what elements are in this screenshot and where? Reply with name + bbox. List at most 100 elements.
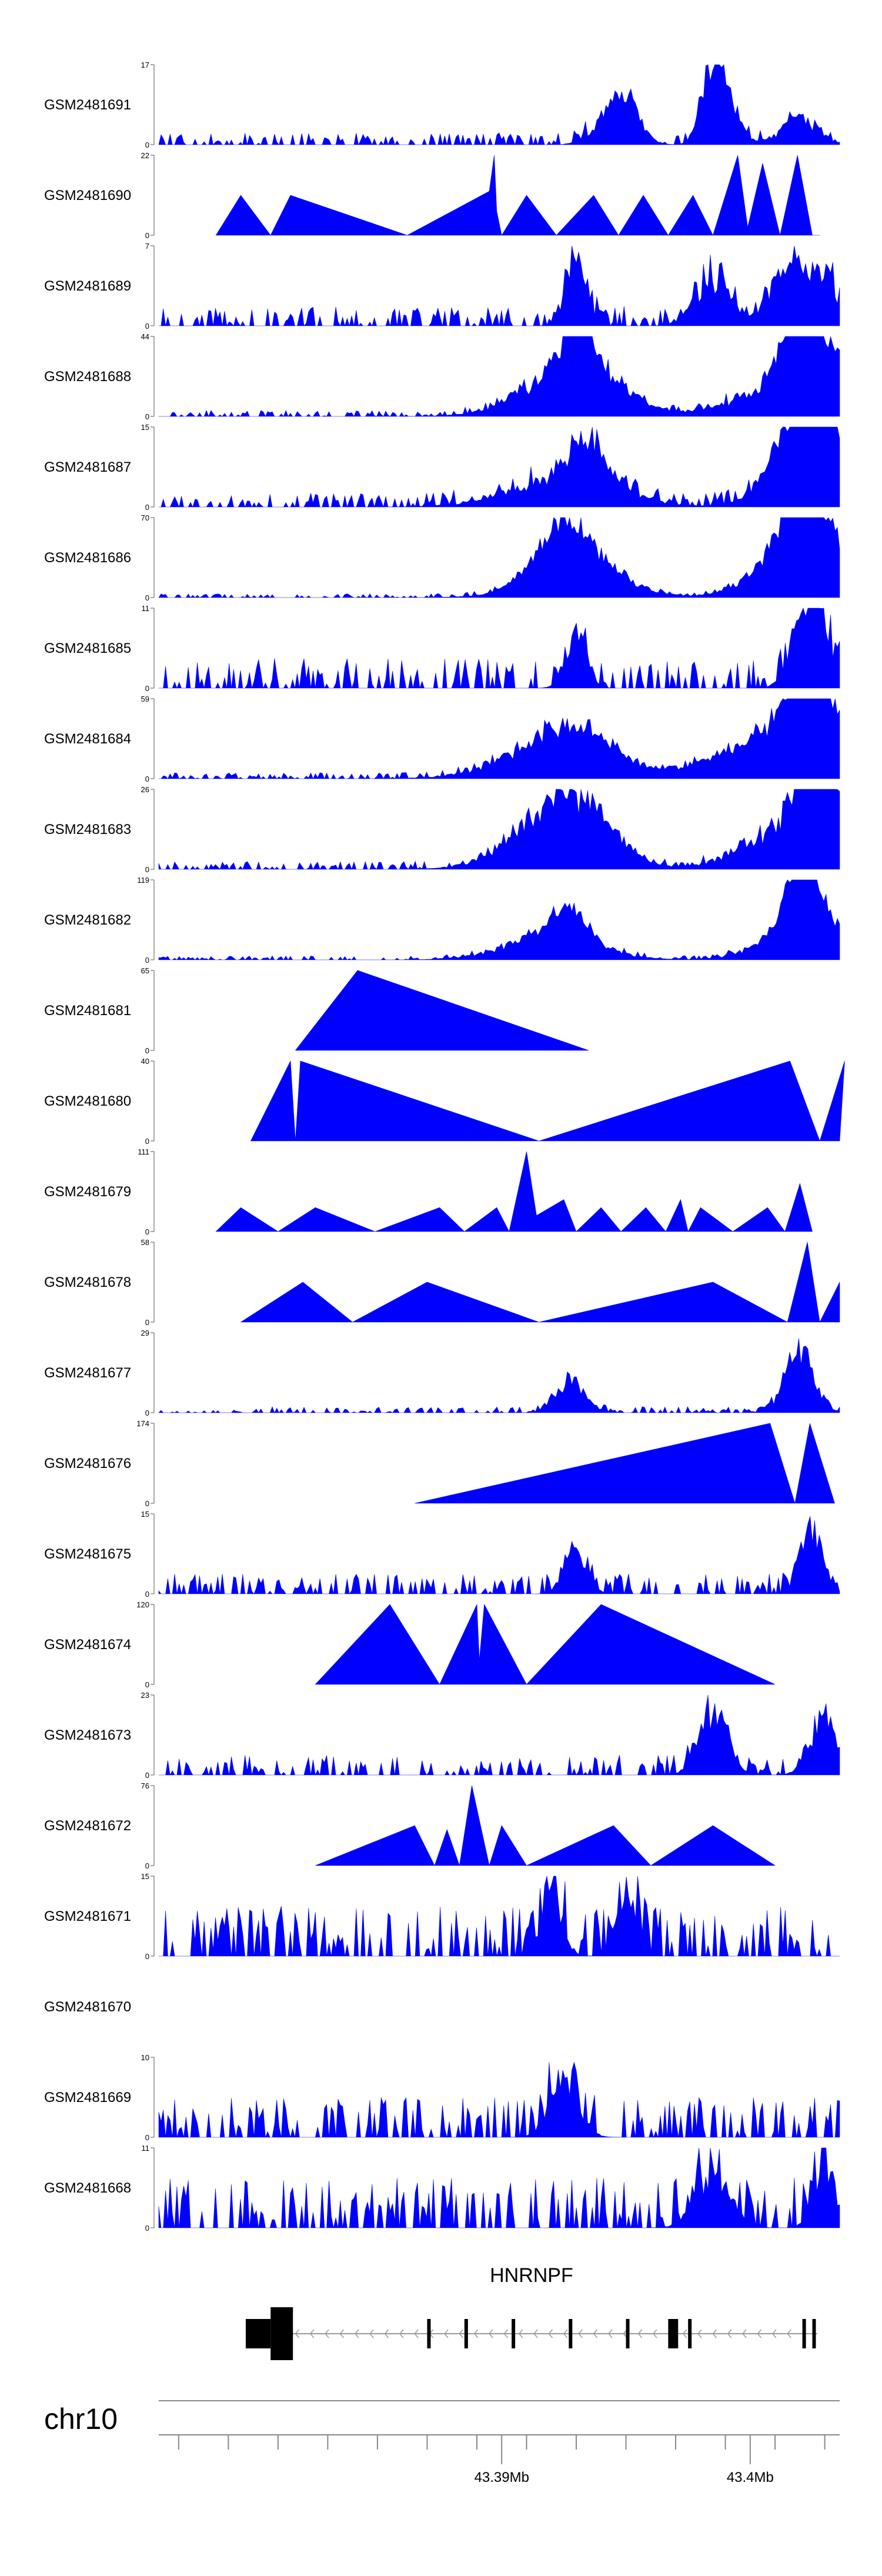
track-label: GSM2481671	[44, 1908, 131, 1924]
y-min-label: 0	[145, 503, 149, 512]
track-label: GSM2481683	[44, 822, 131, 837]
coverage-tracks: GSM2481691170GSM2481690220GSM248168970GS…	[44, 61, 845, 2233]
y-min-label: 0	[145, 865, 149, 874]
coverage-area	[215, 1151, 813, 1232]
track-label: GSM2481674	[44, 1637, 131, 1653]
exon	[245, 2319, 271, 2348]
y-max-label: 29	[141, 1329, 149, 1337]
track-GSM2481675: GSM2481675 15 0	[44, 1510, 840, 1599]
y-max-label: 15	[141, 423, 149, 432]
coverage-area	[158, 879, 840, 960]
y-min-label: 0	[145, 1590, 149, 1599]
strand-arrow-icon	[444, 2329, 449, 2338]
track-label: GSM2481668	[44, 2180, 131, 2196]
track-label: GSM2481691	[44, 97, 131, 113]
y-min-label: 0	[145, 1861, 149, 1870]
track-label: GSM2481687	[44, 459, 131, 475]
strand-arrow-icon	[593, 2329, 598, 2338]
strand-arrow-icon	[459, 2329, 463, 2338]
y-max-label: 22	[141, 151, 149, 160]
y-max-label: 70	[141, 513, 149, 522]
strand-arrow-icon	[607, 2329, 613, 2338]
coverage-area	[158, 2147, 840, 2228]
y-max-label: 59	[141, 695, 149, 703]
track-label: GSM2481681	[44, 1003, 131, 1019]
y-max-label: 111	[138, 1147, 149, 1156]
track-label: GSM2481686	[44, 550, 131, 566]
y-max-label: 11	[142, 604, 150, 613]
coverage-area	[295, 970, 589, 1051]
track-GSM2481669: GSM2481669 10 0	[44, 2053, 840, 2142]
y-min-label: 0	[145, 412, 149, 421]
strand-arrow-icon	[369, 2329, 374, 2338]
track-GSM2481671: GSM2481671 15 0	[44, 1872, 840, 1961]
coverage-area	[159, 245, 840, 327]
strand-arrow-icon	[399, 2329, 404, 2338]
y-max-label: 7	[145, 242, 149, 251]
track-label: GSM2481673	[44, 1727, 131, 1743]
strand-arrow-icon	[518, 2329, 523, 2338]
y-min-label: 0	[145, 1046, 149, 1055]
y-min-label: 0	[145, 231, 149, 240]
y-min-label: 0	[145, 2133, 149, 2142]
track-GSM2481683: GSM2481683 26 0	[44, 785, 840, 874]
strand-arrow-icon	[384, 2329, 389, 2338]
strand-arrow-icon	[503, 2329, 509, 2338]
track-GSM2481690: GSM2481690 22 0	[44, 151, 820, 240]
genome-axis: chr10 43.39Mb 43.4Mb	[44, 2400, 840, 2485]
strand-arrow-icon	[757, 2329, 762, 2338]
strand-arrow-icon	[682, 2329, 687, 2338]
coverage-area	[315, 1785, 776, 1867]
strand-arrow-icon	[742, 2329, 747, 2338]
y-max-label: 58	[141, 1238, 149, 1247]
strand-arrow-icon	[712, 2329, 717, 2338]
track-GSM2481677: GSM2481677 29 0	[44, 1329, 840, 1417]
track-GSM2481686: GSM2481686 70 0	[44, 513, 840, 602]
strand-arrow-icon	[533, 2329, 538, 2338]
coverage-area	[158, 517, 840, 598]
chromosome-label: chr10	[44, 2403, 118, 2435]
y-max-label: 120	[136, 1600, 149, 1609]
track-GSM2481673: GSM2481673 23 0	[44, 1691, 840, 1780]
y-max-label: 10	[141, 2053, 149, 2062]
coverage-area	[158, 1338, 840, 1413]
coverage-area	[215, 155, 820, 236]
strand-arrow-icon	[563, 2329, 568, 2338]
track-GSM2481689: GSM2481689 7 0	[44, 242, 840, 331]
strand-arrow-icon	[339, 2329, 345, 2338]
coverage-area	[158, 1516, 840, 1595]
track-label: GSM2481688	[44, 369, 131, 385]
coverage-area	[158, 2061, 840, 2138]
coverage-area	[159, 336, 840, 417]
y-max-label: 11	[142, 2144, 150, 2153]
exon	[569, 2319, 573, 2348]
track-label: GSM2481670	[44, 1999, 131, 2015]
track-GSM2481684: GSM2481684 59 0	[44, 695, 840, 783]
track-label: GSM2481676	[44, 1456, 131, 1471]
strand-arrow-icon	[309, 2329, 315, 2338]
coverage-area	[159, 426, 840, 508]
track-GSM2481685: GSM2481685 11 0	[44, 604, 840, 693]
y-max-label: 15	[141, 1872, 149, 1881]
y-max-label: 119	[137, 876, 149, 885]
exon	[668, 2319, 672, 2348]
exon	[670, 2319, 679, 2348]
y-min-label: 0	[145, 1227, 149, 1236]
track-GSM2481680: GSM2481680 40 0	[44, 1057, 845, 1146]
y-min-label: 0	[145, 1771, 149, 1780]
y-min-label: 0	[145, 2224, 149, 2233]
strand-arrow-icon	[727, 2329, 732, 2338]
track-GSM2481687: GSM2481687 15 0	[44, 423, 840, 512]
coverage-area	[250, 1060, 845, 1142]
coverage-area	[158, 789, 840, 870]
exon	[688, 2319, 692, 2348]
strand-arrow-icon	[578, 2329, 583, 2338]
y-min-label: 0	[145, 1318, 149, 1327]
track-label: GSM2481689	[44, 278, 131, 294]
y-max-label: 40	[141, 1057, 149, 1066]
strand-arrow-icon	[325, 2329, 329, 2338]
gene-name: HNRNPF	[490, 2264, 573, 2287]
strand-arrow-icon	[354, 2329, 359, 2338]
strand-arrow-icon	[697, 2329, 702, 2338]
